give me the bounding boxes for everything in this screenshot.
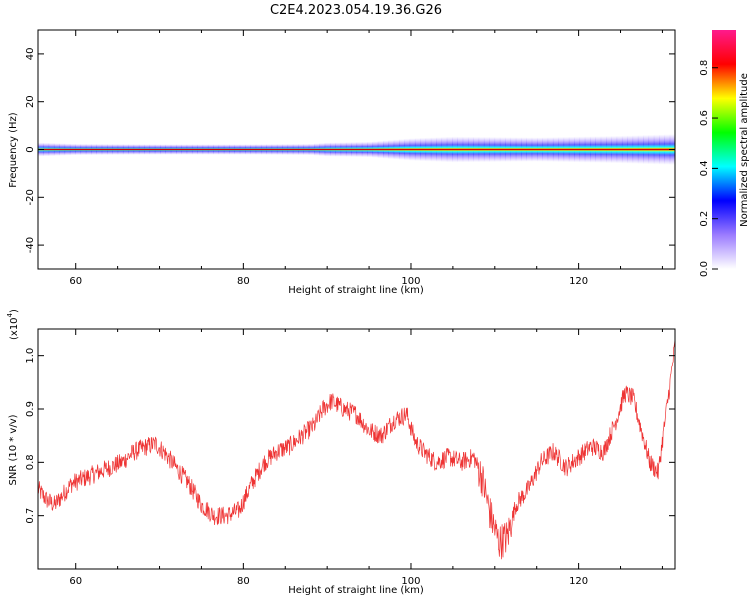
snr-xlabel: Height of straight line (km) <box>288 585 424 596</box>
snr-xtick-label: 60 <box>69 576 82 587</box>
spectrogram-xtick-label: 120 <box>569 276 588 287</box>
colorbar-tick-label: 0.0 <box>699 261 710 277</box>
snr-ylabel: SNR (10 * v/v) <box>8 414 19 485</box>
snr-scale-prefix: (x10 <box>9 317 20 340</box>
colorbar-tick-label: 0.4 <box>699 160 710 176</box>
snr-scale-label: (x104) <box>6 309 20 340</box>
colorbar: 0.0 0.2 0.4 0.6 0.8 Normalized spectral ampl… <box>699 30 750 277</box>
spectrogram-ytick-label: -20 <box>25 189 36 205</box>
snr-scale-suffix: ) <box>9 309 20 313</box>
snr-scale-exponent: 4 <box>6 312 14 317</box>
snr-panel: 60 80 100 120 0.7 0.8 0.9 1.0 Height of straigh… <box>6 309 676 596</box>
snr-ytick-label: 1.0 <box>25 348 36 364</box>
spectrogram-axes: 60 80 100 120 -40 -20 0 20 40 <box>25 30 675 287</box>
colorbar-label: Normalized spectral amplitude <box>739 73 750 227</box>
colorbar-tick-label: 0.8 <box>699 60 710 76</box>
snr-frame <box>37 328 676 570</box>
spectrogram-xtick-label: 80 <box>237 276 250 287</box>
spectrogram-ytick-label: 0 <box>25 146 36 152</box>
snr-line-group <box>38 339 675 560</box>
snr-xtick-label: 120 <box>569 576 588 587</box>
colorbar-ticks: 0.0 0.2 0.4 0.6 0.8 <box>699 60 718 277</box>
snr-ytick-label: 0.7 <box>25 508 36 524</box>
spectrogram-ytick-label: 40 <box>25 48 36 61</box>
spectrogram-ylabel: Frequency (Hz) <box>8 112 19 188</box>
snr-xtick-label: 80 <box>237 576 250 587</box>
colorbar-gradient <box>712 30 736 269</box>
spectrogram-xtick-label: 60 <box>69 276 82 287</box>
spectrogram-xlabel: Height of straight line (km) <box>288 285 424 296</box>
spectrogram-ytick-label: -40 <box>25 237 36 253</box>
snr-axes: 60 80 100 120 0.7 0.8 0.9 1.0 <box>25 329 675 587</box>
colorbar-tick-label: 0.6 <box>699 110 710 126</box>
snr-ytick-label: 0.8 <box>25 454 36 470</box>
snr-xtick-label: 100 <box>401 576 420 587</box>
figure-title: C2E4.2023.054.19.36.G26 <box>270 3 442 18</box>
spectrogram-xtick-label: 100 <box>401 276 420 287</box>
spectrogram-panel: 60 80 100 120 -40 -20 0 20 40 Height of straight… <box>8 29 676 296</box>
colorbar-tick-label: 0.2 <box>699 211 710 227</box>
snr-series-line <box>38 339 675 560</box>
spectral-band <box>38 134 675 165</box>
snr-ytick-label: 0.9 <box>25 401 36 417</box>
spectrogram-ytick-label: 20 <box>25 95 36 108</box>
